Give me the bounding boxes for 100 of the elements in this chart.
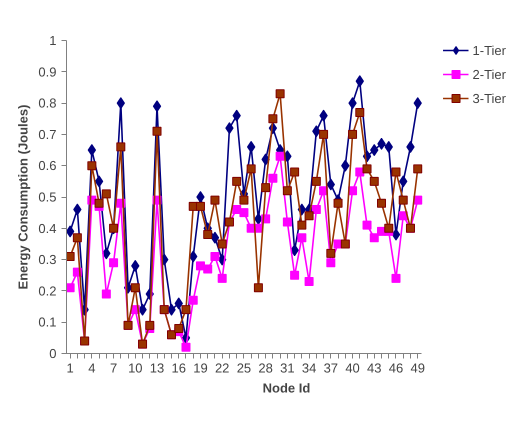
x-axis-title: Node Id (262, 380, 310, 396)
x-tick-label: 10 (128, 360, 143, 376)
x-tick-label: 16 (172, 360, 186, 376)
point (392, 228, 400, 241)
point (225, 122, 234, 134)
point (174, 324, 184, 333)
x-tick-label: 7 (110, 360, 118, 376)
point (88, 144, 96, 156)
point (196, 202, 205, 211)
point (73, 204, 82, 216)
legend-label: 3-Tier (472, 90, 506, 106)
legend-label: 2-Tier (472, 66, 506, 82)
point (130, 283, 140, 292)
point (398, 196, 408, 205)
point (370, 233, 379, 242)
point (218, 274, 227, 283)
point (246, 140, 256, 153)
point (138, 304, 147, 316)
point (261, 183, 270, 192)
point (218, 239, 227, 248)
point (276, 152, 285, 161)
point (348, 130, 358, 139)
point (196, 191, 205, 203)
y-tick-label: 1 (49, 33, 57, 48)
point (268, 174, 278, 183)
x-tick-label: 4 (88, 360, 96, 376)
x-tick-label: 34 (302, 360, 316, 376)
point (326, 258, 336, 268)
x-tick-label: 31 (280, 360, 295, 376)
point (319, 110, 328, 122)
point (102, 189, 111, 198)
point (290, 270, 300, 280)
x-tick-label: 49 (410, 360, 425, 376)
point (398, 211, 408, 220)
point (152, 100, 162, 112)
y-axis-title: Energy Consumption (Joules) (15, 104, 30, 290)
y-tick-label: 0.9 (38, 64, 57, 80)
point (246, 164, 256, 174)
point (152, 126, 162, 136)
point (87, 161, 96, 170)
point (290, 167, 300, 176)
legend-label: 1-Tier (472, 42, 506, 58)
y-tick-label: 0 (49, 346, 57, 361)
x-tick-label: 1 (66, 360, 74, 376)
point (384, 224, 394, 233)
point (94, 175, 104, 188)
point (297, 233, 306, 242)
point (319, 130, 328, 139)
point (297, 220, 306, 230)
point (391, 167, 400, 176)
point (254, 212, 263, 225)
point (232, 176, 242, 186)
x-tick-label: 37 (324, 360, 338, 376)
y-tick-label: 0.4 (38, 220, 57, 236)
x-tick-label: 19 (193, 360, 208, 376)
point (282, 218, 292, 227)
point (326, 248, 336, 258)
point (181, 342, 190, 352)
point (188, 296, 198, 305)
y-tick-label: 0.3 (38, 252, 57, 268)
point (181, 305, 190, 314)
x-tick-label: 22 (214, 360, 230, 376)
point (109, 258, 118, 268)
point (116, 142, 126, 152)
point (239, 208, 248, 218)
point (348, 97, 357, 110)
point (239, 196, 248, 205)
x-tick-label: 46 (388, 360, 404, 376)
point (210, 196, 220, 205)
point (145, 320, 154, 330)
point (334, 198, 343, 208)
point (282, 186, 292, 196)
point (66, 283, 75, 292)
y-tick-label: 0.7 (38, 126, 57, 142)
point (312, 205, 321, 214)
x-tick-label: 13 (150, 360, 164, 376)
point (304, 211, 314, 220)
y-tick-label: 0.5 (38, 190, 57, 204)
point (94, 198, 104, 208)
point (304, 277, 314, 286)
point (362, 164, 372, 174)
x-tick-label: 28 (258, 360, 273, 376)
point (276, 89, 285, 98)
point (355, 108, 364, 117)
point (362, 220, 372, 230)
point (66, 252, 75, 261)
y-tick-label: 0.8 (38, 96, 57, 111)
x-tick-label: 43 (367, 360, 382, 376)
x-tick-label: 40 (345, 360, 360, 376)
point (210, 252, 220, 261)
point (391, 274, 400, 283)
y-tick-label: 0.2 (38, 283, 57, 298)
x-tick-label: 25 (236, 360, 252, 376)
point (370, 176, 379, 186)
point (72, 233, 82, 242)
y-tick-label: 0.6 (38, 158, 57, 174)
point (413, 164, 422, 174)
point (290, 244, 299, 256)
y-tick-label: 0.1 (38, 314, 57, 330)
point (203, 230, 212, 240)
